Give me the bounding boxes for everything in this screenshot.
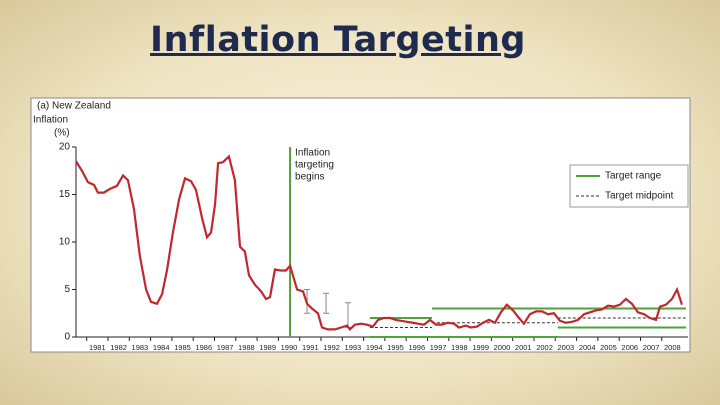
x-tick-label: 2005 — [600, 343, 617, 352]
legend-label: Target range — [605, 171, 662, 182]
x-tick-label: 1991 — [302, 343, 319, 352]
x-tick-label: 1982 — [110, 343, 127, 352]
y-tick-label: 10 — [59, 237, 71, 248]
x-tick-label: 1999 — [472, 343, 489, 352]
legend — [569, 164, 689, 208]
x-tick-label: 1993 — [345, 343, 362, 352]
x-tick-label: 1988 — [238, 343, 255, 352]
x-tick-label: 1995 — [387, 343, 404, 352]
x-tick-label: 2007 — [643, 343, 660, 352]
x-tick-label: 1981 — [89, 343, 106, 352]
x-tick-label: 1992 — [323, 343, 340, 352]
x-tick-label: 2008 — [664, 343, 681, 352]
x-tick-label: 1998 — [451, 343, 468, 352]
slide-title: Inflation Targeting — [150, 20, 526, 60]
annotation: targeting — [295, 160, 334, 171]
x-tick-label: 1996 — [408, 343, 425, 352]
y-tick-label: 5 — [64, 284, 70, 295]
x-tick-label: 2001 — [515, 343, 532, 352]
x-tick-label: 1994 — [366, 343, 383, 352]
x-tick-label: 2003 — [558, 343, 575, 352]
chart-frame — [30, 97, 691, 353]
x-tick-label: 2006 — [621, 343, 638, 352]
y-tick-label: 20 — [59, 142, 71, 153]
x-tick-label: 1983 — [132, 343, 149, 352]
x-tick-label: 1997 — [430, 343, 447, 352]
legend-label: Target midpoint — [605, 191, 674, 202]
x-tick-label: 1987 — [217, 343, 234, 352]
x-tick-label: 1986 — [195, 343, 212, 352]
y-axis-label: Inflation — [33, 115, 68, 126]
x-tick-label: 1989 — [259, 343, 276, 352]
annotation: begins — [295, 172, 324, 183]
inflation-line — [75, 154, 683, 332]
x-tick-label: 1990 — [281, 343, 298, 352]
x-tick-label: 1985 — [174, 343, 191, 352]
chart-subtitle: (a) New Zealand — [37, 101, 111, 112]
x-tick-label: 2002 — [536, 343, 553, 352]
early-target — [323, 292, 330, 314]
y-axis-label: (%) — [54, 128, 70, 139]
y-tick-label: 0 — [64, 332, 70, 343]
y-tick-label: 15 — [59, 189, 71, 200]
x-tick-label: 2000 — [494, 343, 511, 352]
annotation: Inflation — [295, 148, 330, 159]
x-tick-label: 2004 — [579, 343, 596, 352]
x-tick-label: 1984 — [153, 343, 170, 352]
